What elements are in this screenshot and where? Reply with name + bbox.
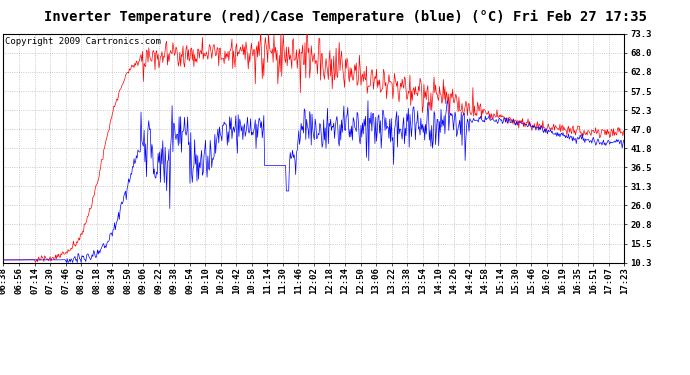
- Text: Copyright 2009 Cartronics.com: Copyright 2009 Cartronics.com: [5, 37, 161, 46]
- Text: Inverter Temperature (red)/Case Temperature (blue) (°C) Fri Feb 27 17:35: Inverter Temperature (red)/Case Temperat…: [43, 9, 647, 24]
